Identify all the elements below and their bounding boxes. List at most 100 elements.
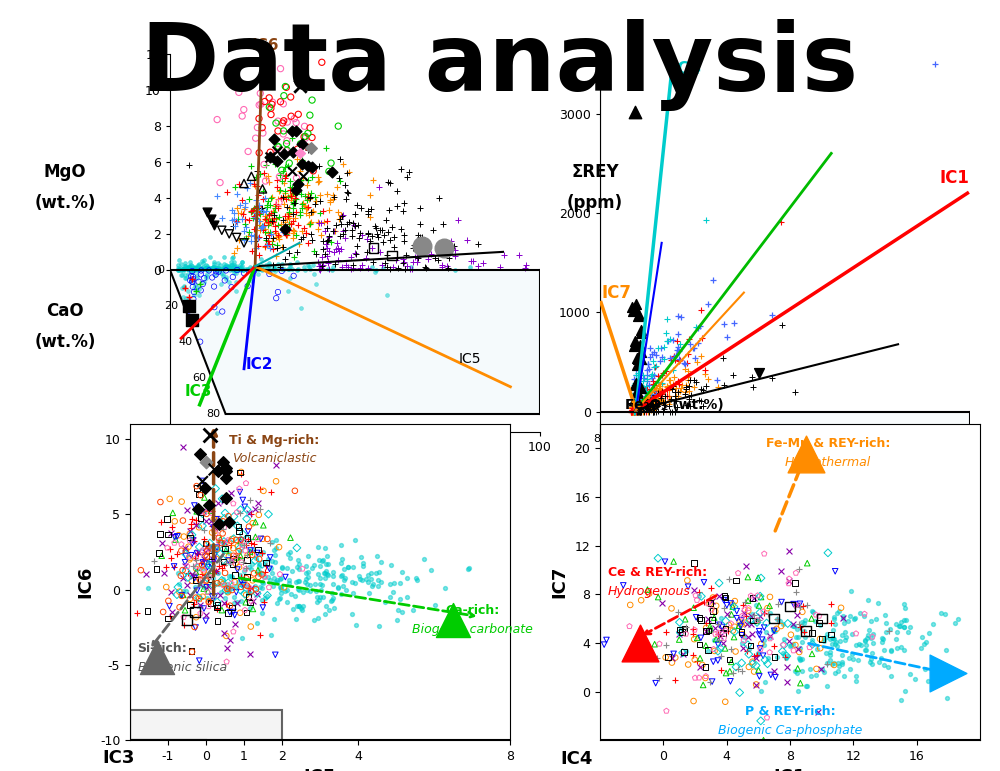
Point xyxy=(641,399,657,412)
Point xyxy=(148,563,164,575)
Point xyxy=(165,507,181,519)
Point xyxy=(626,406,642,418)
Point xyxy=(349,199,365,211)
Point xyxy=(202,571,218,583)
Point xyxy=(303,141,319,153)
Point xyxy=(236,234,252,246)
Point xyxy=(185,275,201,288)
Point xyxy=(857,634,873,646)
Point xyxy=(206,513,222,525)
Point xyxy=(305,259,321,271)
Point xyxy=(300,191,316,204)
Point xyxy=(254,220,270,232)
Point xyxy=(706,611,722,624)
Point xyxy=(808,669,824,682)
Point xyxy=(632,402,648,414)
Point xyxy=(234,556,250,568)
Point xyxy=(379,261,395,273)
Point xyxy=(227,261,243,273)
Point xyxy=(364,229,380,241)
Point xyxy=(283,217,299,230)
Point xyxy=(220,607,236,619)
Point xyxy=(269,173,285,186)
Point xyxy=(673,311,689,323)
Point xyxy=(427,252,443,264)
Point xyxy=(344,576,360,588)
Point xyxy=(230,263,246,275)
Point xyxy=(827,618,843,631)
Point xyxy=(736,631,752,643)
Point xyxy=(238,221,254,233)
Point xyxy=(180,540,196,553)
Point xyxy=(314,555,330,567)
Point xyxy=(332,230,348,242)
Point xyxy=(324,587,340,599)
Point xyxy=(192,263,208,275)
Point xyxy=(628,406,644,418)
Point xyxy=(267,549,283,561)
Point xyxy=(381,204,397,216)
Point xyxy=(276,177,292,190)
Point xyxy=(246,265,262,278)
Point xyxy=(290,263,306,275)
Point xyxy=(274,241,290,253)
Point xyxy=(717,591,733,604)
Point xyxy=(246,174,262,187)
Point xyxy=(667,651,683,664)
Point xyxy=(314,260,330,272)
Point xyxy=(263,217,279,229)
Point xyxy=(648,392,664,404)
Point xyxy=(626,406,642,418)
Text: Si-rich:: Si-rich: xyxy=(138,641,187,655)
Point xyxy=(643,404,659,416)
Point xyxy=(688,376,704,389)
Point xyxy=(632,382,648,394)
Point xyxy=(731,620,747,632)
Point xyxy=(269,154,285,167)
Point xyxy=(247,235,263,247)
Point xyxy=(624,402,640,415)
Point xyxy=(656,341,672,353)
Point xyxy=(209,262,225,274)
Point xyxy=(191,289,207,301)
Point xyxy=(181,261,197,273)
Point xyxy=(384,221,400,233)
Point xyxy=(389,614,405,627)
Point xyxy=(734,628,750,640)
Point xyxy=(711,577,727,589)
Point xyxy=(364,242,380,254)
Point xyxy=(750,614,766,626)
Point xyxy=(650,375,666,388)
Point xyxy=(270,286,286,298)
Point xyxy=(302,191,318,204)
Point xyxy=(211,518,227,530)
Point xyxy=(173,258,189,271)
Point xyxy=(209,541,225,554)
Point xyxy=(139,604,155,617)
Point xyxy=(678,621,694,633)
Point xyxy=(230,540,246,552)
Point xyxy=(294,137,310,150)
Point xyxy=(470,260,486,272)
Point xyxy=(792,621,808,634)
Point xyxy=(651,382,667,394)
Point xyxy=(632,637,648,649)
Point xyxy=(639,369,655,382)
Point xyxy=(475,258,491,270)
Point xyxy=(251,264,267,276)
Point xyxy=(184,537,200,550)
Point xyxy=(282,272,298,284)
Point xyxy=(640,399,656,412)
Point xyxy=(446,240,462,252)
Point xyxy=(256,219,272,231)
Point xyxy=(319,234,335,247)
Point xyxy=(823,598,839,610)
Point xyxy=(236,536,252,548)
Point xyxy=(628,298,644,311)
Point xyxy=(827,565,843,577)
Point xyxy=(264,215,280,227)
Point xyxy=(252,207,268,220)
Point xyxy=(656,353,672,365)
Point xyxy=(245,263,261,275)
Point xyxy=(641,404,657,416)
